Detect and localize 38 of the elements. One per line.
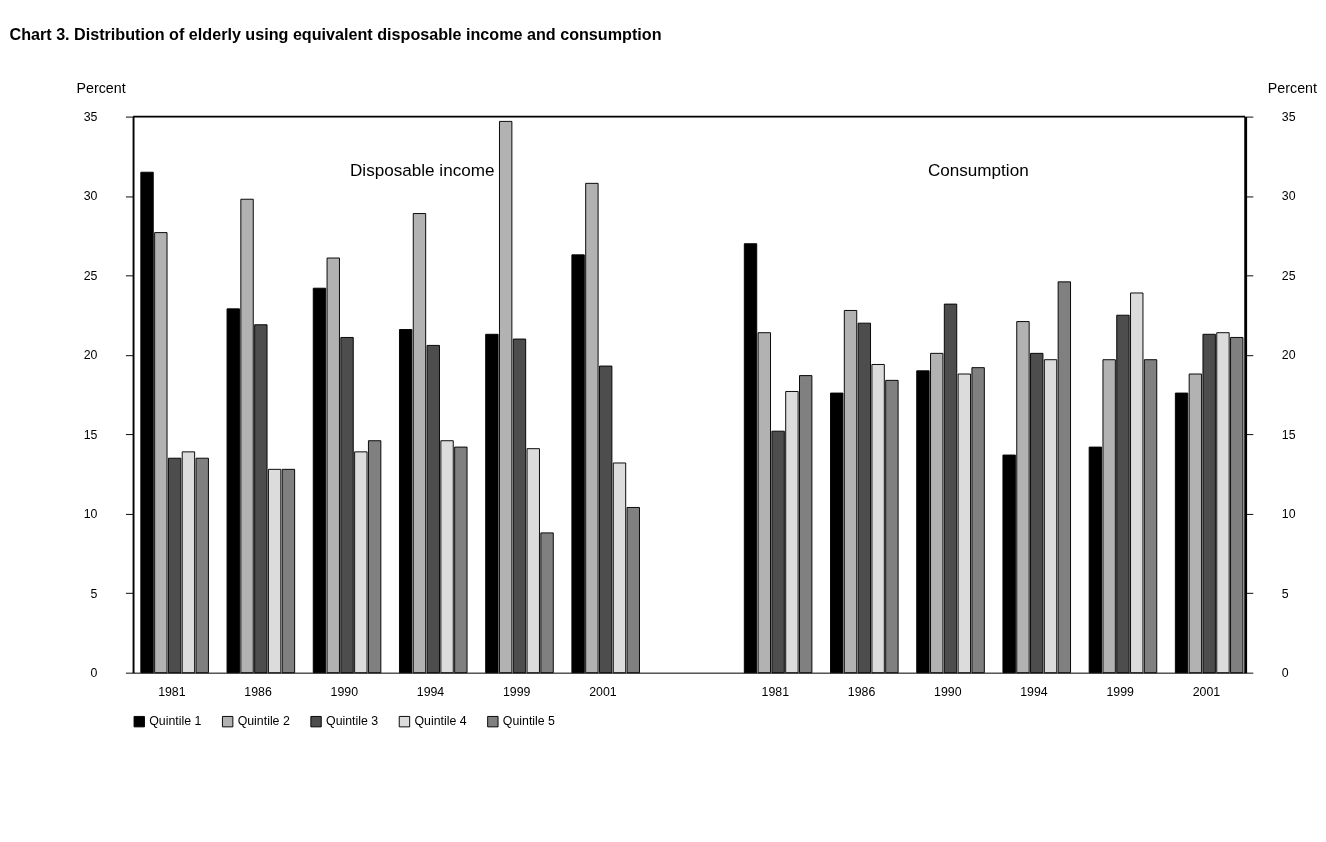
y2-axis-title: Percent — [1267, 80, 1317, 97]
x-tick-label: 2001 — [1192, 684, 1221, 699]
y2-tick-label: 30 — [1281, 189, 1296, 204]
y2-tick-label: 15 — [1281, 427, 1296, 442]
y2-tick-label: 25 — [1281, 268, 1296, 283]
y-tick-label: 35 — [83, 109, 98, 124]
y2-tick-label: 5 — [1281, 586, 1289, 601]
y-tick-label: 30 — [83, 189, 98, 204]
y2-tick-label: 0 — [1281, 665, 1289, 680]
y-axis-title: Percent — [76, 80, 126, 97]
annotation: Disposable income — [350, 160, 495, 180]
x-tick-label: 1999 — [1106, 684, 1135, 699]
x-tick-label: 1981 — [761, 684, 790, 699]
y-tick-label: 0 — [90, 665, 98, 680]
y-tick-label: 10 — [83, 507, 98, 522]
x-tick-label: 1999 — [502, 684, 531, 699]
x-tick-label: 1994 — [1020, 684, 1048, 699]
legend-label: Quintile 1 — [149, 714, 202, 729]
legend-label: Quintile 5 — [502, 714, 556, 729]
legend-label: Quintile 2 — [237, 714, 290, 729]
y-tick-label: 25 — [83, 268, 98, 283]
x-tick-label: 2001 — [589, 684, 617, 699]
y-tick-label: 20 — [83, 348, 98, 363]
x-tick-label: 1986 — [244, 684, 272, 699]
x-tick-label: 1986 — [847, 684, 876, 699]
y2-tick-label: 35 — [1281, 109, 1296, 124]
legend-label: Quintile 3 — [326, 714, 379, 729]
annotation: Consumption — [927, 160, 1029, 180]
x-tick-label: 1981 — [158, 684, 186, 699]
y-tick-label: 5 — [90, 586, 98, 601]
y-tick-label: 15 — [83, 427, 98, 442]
x-tick-label: 1990 — [330, 684, 359, 699]
legend-label: Quintile 4 — [414, 714, 467, 729]
y2-tick-label: 20 — [1281, 348, 1296, 363]
chart-title: Chart 3. Distribution of elderly using equivalent disposable income and consumption — [9, 24, 662, 43]
y2-tick-label: 10 — [1281, 507, 1296, 522]
x-tick-label: 1994 — [416, 684, 445, 699]
x-tick-label: 1990 — [934, 684, 962, 699]
